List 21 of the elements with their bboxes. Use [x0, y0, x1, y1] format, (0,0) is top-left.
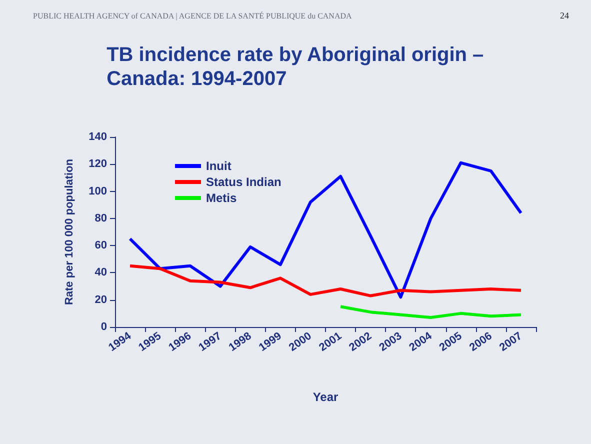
chart-title: TB incidence rate by Aboriginal origin – Canada: 1994-2007 [106, 44, 484, 90]
y-tick-label: 60 [94, 240, 107, 252]
y-tick-label: 140 [88, 131, 107, 143]
y-tick-label: 100 [88, 185, 107, 198]
line-series [128, 264, 522, 298]
legend-label: Inuit [206, 159, 232, 173]
y-tick-label: 0 [100, 321, 107, 333]
y-tick-label: 120 [88, 158, 107, 170]
y-tick-label: 80 [94, 212, 107, 224]
line-series [339, 305, 522, 319]
legend-label: Metis [206, 191, 237, 205]
y-tick-label: 40 [94, 266, 107, 279]
legend-label: Status Indian [206, 175, 282, 189]
x-tick-label: 2000 [286, 330, 314, 354]
y-axis-title: Rate per 100 000 population [64, 158, 76, 306]
x-axis-title: Year [312, 390, 339, 404]
text: 24 [560, 10, 570, 20]
y-tick-label: 20 [94, 294, 107, 306]
line-series [128, 161, 522, 299]
text: PUBLIC HEALTH AGENCY of CANADA | AGENCE DE LA SANTÉ PUBLIQUE du CANADA [33, 12, 352, 20]
x-tick-label: 1999 [256, 330, 284, 354]
